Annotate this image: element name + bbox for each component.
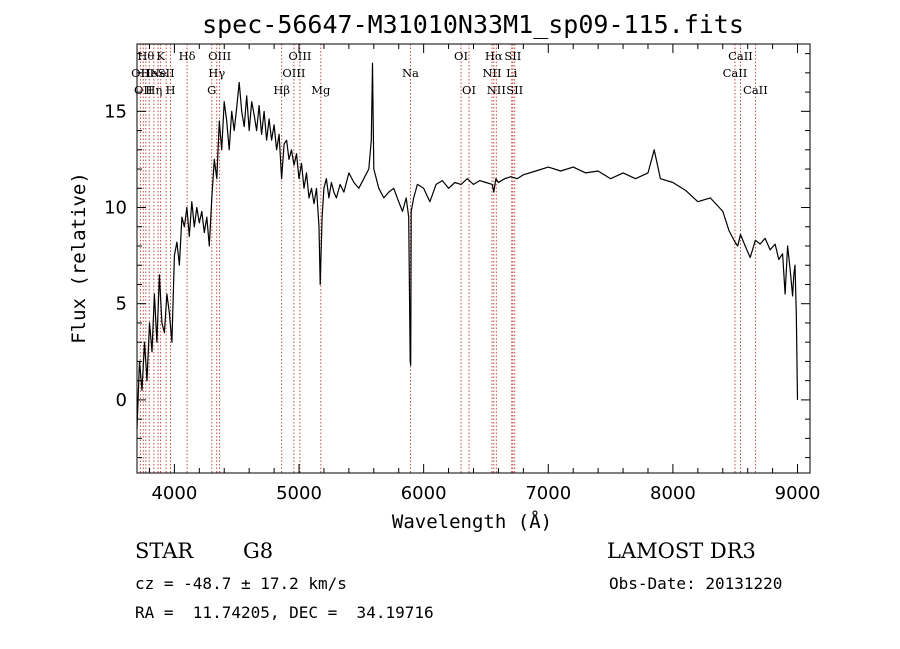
- emission-line-labels: OIIOIIHθHeHηNeKSIIHHδGHγOIIIHβOIIIOIIIMg…: [131, 49, 768, 97]
- line-label-5: Ne: [150, 66, 167, 80]
- line-label-16: Mg: [311, 83, 331, 97]
- x-tick-label-4000: 4000: [151, 483, 197, 504]
- line-label-2: Hθ: [137, 49, 154, 63]
- line-label-4: Hη: [145, 83, 162, 97]
- line-label-14: OIII: [282, 66, 305, 80]
- y-axis-ticks: 0 5 10 15: [104, 53, 810, 459]
- line-label-19: OI: [462, 83, 476, 97]
- line-label-15: OIII: [288, 49, 311, 63]
- line-label-20: NII: [482, 66, 501, 80]
- line-label-28: CaII: [743, 83, 768, 97]
- redshift-value: cz = -48.7 ± 17.2 km/s: [135, 574, 347, 593]
- line-label-21: Hα: [485, 49, 503, 63]
- x-axis-label: Wavelength (Å): [392, 510, 552, 533]
- line-label-7: SII: [158, 66, 175, 80]
- line-label-6: K: [156, 49, 165, 63]
- object-class: STAR: [135, 539, 194, 563]
- y-tick-label-0: 0: [116, 390, 127, 411]
- x-tick-label-6000: 6000: [401, 483, 447, 504]
- y-tick-label-15: 15: [104, 101, 127, 122]
- object-subclass: G8: [243, 539, 274, 563]
- line-label-18: OI: [454, 49, 468, 63]
- line-label-25: SII: [506, 83, 523, 97]
- survey-name: LAMOST DR3: [607, 539, 756, 563]
- x-tick-label-5000: 5000: [276, 483, 322, 504]
- line-label-13: Hβ: [273, 83, 290, 97]
- line-label-24: SII: [504, 49, 521, 63]
- line-label-10: G: [207, 83, 216, 97]
- y-axis-label: Flux (relative): [68, 172, 90, 344]
- line-label-1: OII: [134, 83, 153, 97]
- line-label-8: H: [166, 83, 176, 97]
- spectrum-line: [136, 62, 799, 429]
- chart-title: spec-56647-M31010N33M1_sp09-115.fits: [202, 10, 744, 39]
- line-label-11: Hγ: [208, 66, 225, 80]
- line-label-22: NII: [487, 83, 506, 97]
- x-tick-label-7000: 7000: [525, 483, 571, 504]
- observation-date: Obs-Date: 20131220: [609, 574, 783, 593]
- y-tick-label-10: 10: [104, 198, 127, 219]
- emission-line-markers: [139, 44, 756, 473]
- x-tick-label-9000: 9000: [775, 483, 821, 504]
- line-label-3: He: [141, 66, 158, 80]
- x-tick-label-8000: 8000: [650, 483, 696, 504]
- y-tick-label-5: 5: [116, 294, 127, 315]
- x-axis-ticks: 4000 5000 6000 7000 8000 9000: [148, 44, 821, 504]
- line-label-12: OIII: [208, 49, 231, 63]
- line-label-17: Na: [402, 66, 419, 80]
- plot-frame: [136, 43, 811, 474]
- line-label-9: Hδ: [179, 49, 196, 63]
- spectrum-series: [136, 62, 799, 429]
- line-label-26: CaII: [723, 66, 748, 80]
- line-label-27: CaII: [728, 49, 753, 63]
- line-label-23: Li: [506, 66, 518, 80]
- sky-coordinates: RA = 11.74205, DEC = 34.19716: [135, 603, 434, 622]
